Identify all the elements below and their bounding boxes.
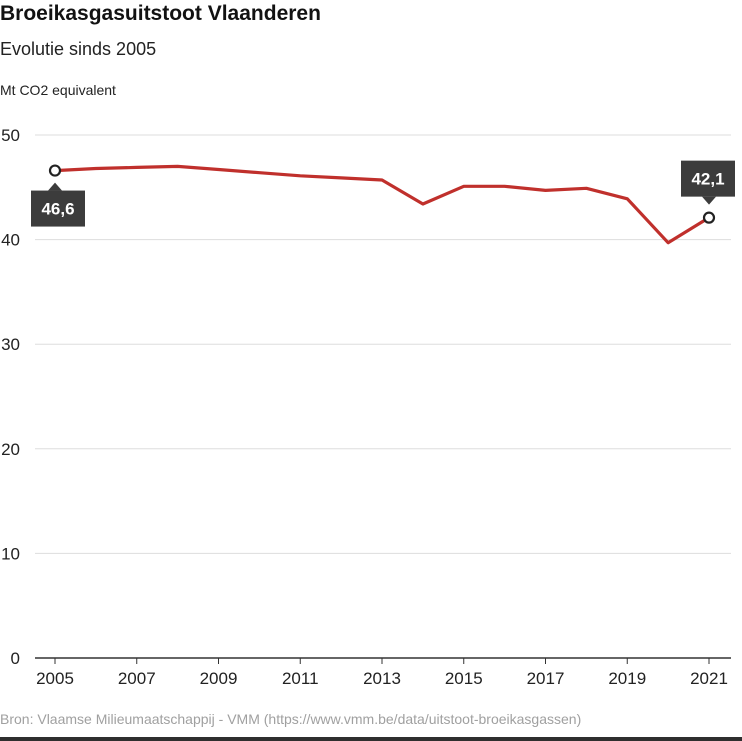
unit-label: Mt CO2 equivalent: [0, 82, 116, 98]
data-label-pointer: [48, 182, 62, 191]
y-tick-label: 50: [1, 126, 20, 145]
x-tick-label: 2021: [690, 669, 728, 688]
x-tick-label: 2007: [118, 669, 156, 688]
data-point-marker: [702, 211, 716, 224]
data-label: 42,1: [691, 170, 724, 189]
x-tick-label: 2005: [36, 669, 74, 688]
y-tick-label: 20: [1, 440, 20, 459]
bottom-divider: [0, 737, 742, 741]
y-tick-label: 0: [11, 649, 20, 668]
x-tick-label: 2019: [608, 669, 646, 688]
chart-title: Broeikasgasuitstoot Vlaanderen: [0, 2, 321, 25]
x-tick-label: 2011: [282, 669, 319, 688]
y-tick-label: 30: [1, 335, 20, 354]
y-tick-label: 40: [1, 231, 20, 250]
y-tick-label: 10: [1, 544, 20, 563]
data-point-marker: [48, 164, 62, 177]
x-tick-label: 2017: [527, 669, 565, 688]
x-tick-label: 2013: [363, 669, 401, 688]
data-label-box: [31, 190, 85, 227]
data-label-pointer: [702, 196, 716, 205]
data-label-box: [681, 160, 735, 197]
chart-subtitle: Evolutie sinds 2005: [0, 39, 157, 59]
line-chart: 0 10 20 30 40 50 2005 2007 2009 2011 2013 2015 2017 2…: [1, 126, 735, 688]
series-line: [53, 164, 711, 245]
source-note: Bron: Vlaamse Milieumaatschappij - VMM (…: [0, 711, 582, 727]
data-label: 46,6: [41, 200, 74, 219]
x-tick-label: 2009: [200, 669, 238, 688]
x-tick-label: 2015: [445, 669, 483, 688]
